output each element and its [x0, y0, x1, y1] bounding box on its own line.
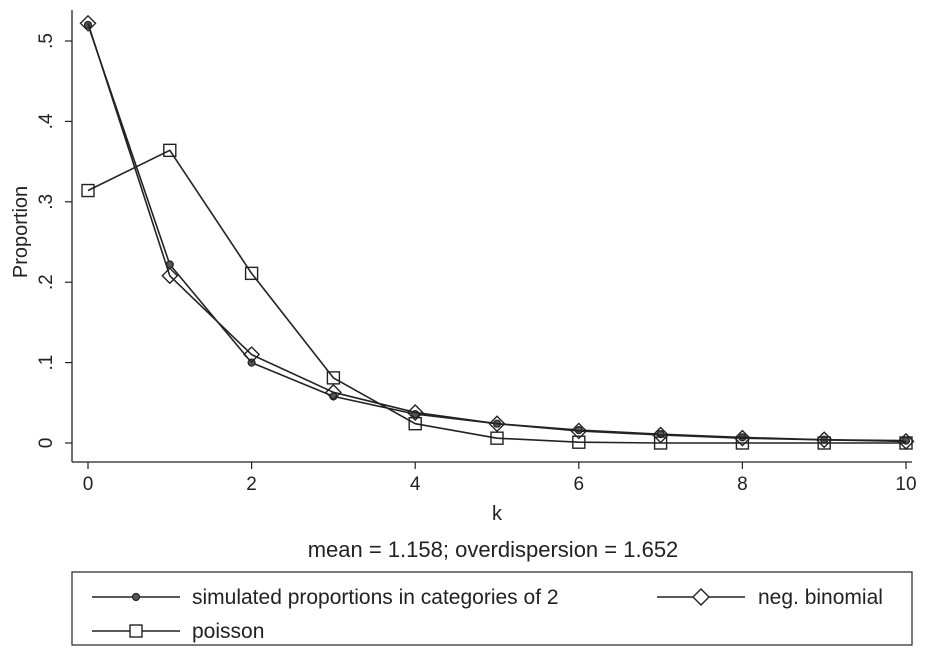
x-tick-label: 4 [410, 474, 421, 495]
data-point-neg-binomial [406, 403, 424, 421]
data-point-neg-binomial [733, 429, 751, 447]
legend-label-poisson: poisson [192, 620, 264, 643]
series-layer [79, 14, 915, 450]
series-neg-binomial [79, 14, 915, 450]
series-line-simulated [87, 24, 907, 442]
data-point-neg-binomial [570, 422, 588, 440]
series-line-poisson [87, 149, 906, 444]
data-point-neg-binomial [161, 267, 179, 285]
legend-marker-simulated [131, 592, 141, 602]
legend-label-simulated: simulated proportions in categories of 2 [192, 586, 559, 609]
legend: simulated proportions in categories of 2… [71, 571, 913, 646]
legend-label-neg-binomial: neg. binomial [758, 586, 883, 609]
data-point-poisson [408, 417, 422, 431]
data-point-neg-binomial [488, 415, 506, 433]
y-tick-label: .4 [36, 113, 57, 129]
series-line-neg-binomial [87, 23, 907, 443]
legend-item-simulated: simulated proportions in categories of 2 [92, 586, 559, 609]
data-point-poisson [163, 143, 177, 158]
x-tick-label: 2 [246, 474, 257, 495]
x-axis-title: k [492, 503, 503, 525]
data-point-poisson [572, 435, 586, 449]
legend-box [71, 571, 913, 646]
axes: 0 2 4 6 8 10 0 .1 .2 .3 .4 .5 [36, 10, 917, 495]
legend-marker-poisson [129, 624, 143, 638]
x-tick-label: 6 [574, 474, 585, 495]
series-poisson [81, 143, 913, 450]
chart-note: mean = 1.158; overdispersion = 1.652 [308, 537, 679, 562]
data-point-poisson [899, 436, 913, 450]
data-point-poisson [735, 436, 750, 450]
y-tick-label: 0 [36, 438, 57, 449]
data-point-poisson [490, 431, 504, 445]
y-axis-title: Proportion [10, 186, 32, 278]
data-point-poisson [244, 266, 259, 281]
y-tick-label: .1 [36, 355, 57, 371]
data-point-neg-binomial [243, 346, 261, 364]
data-point-poisson [653, 436, 668, 450]
legend-item-neg-binomial: neg. binomial [657, 586, 883, 609]
data-point-poisson [817, 436, 831, 450]
y-tick-label: .3 [36, 194, 57, 210]
x-tick-label: 10 [895, 474, 916, 495]
series-simulated [83, 20, 911, 445]
data-point-poisson [326, 371, 341, 385]
legend-item-poisson: poisson [92, 620, 264, 643]
data-point-neg-binomial [324, 383, 342, 401]
y-tick-label: .2 [36, 274, 57, 290]
legend-marker-neg-binomial [692, 588, 710, 606]
x-tick-label: 0 [83, 474, 94, 495]
y-tick-label: .5 [36, 33, 57, 49]
data-point-poisson [81, 183, 95, 198]
data-point-simulated [329, 392, 338, 401]
data-point-neg-binomial [79, 14, 97, 32]
x-tick-label: 8 [737, 474, 748, 495]
